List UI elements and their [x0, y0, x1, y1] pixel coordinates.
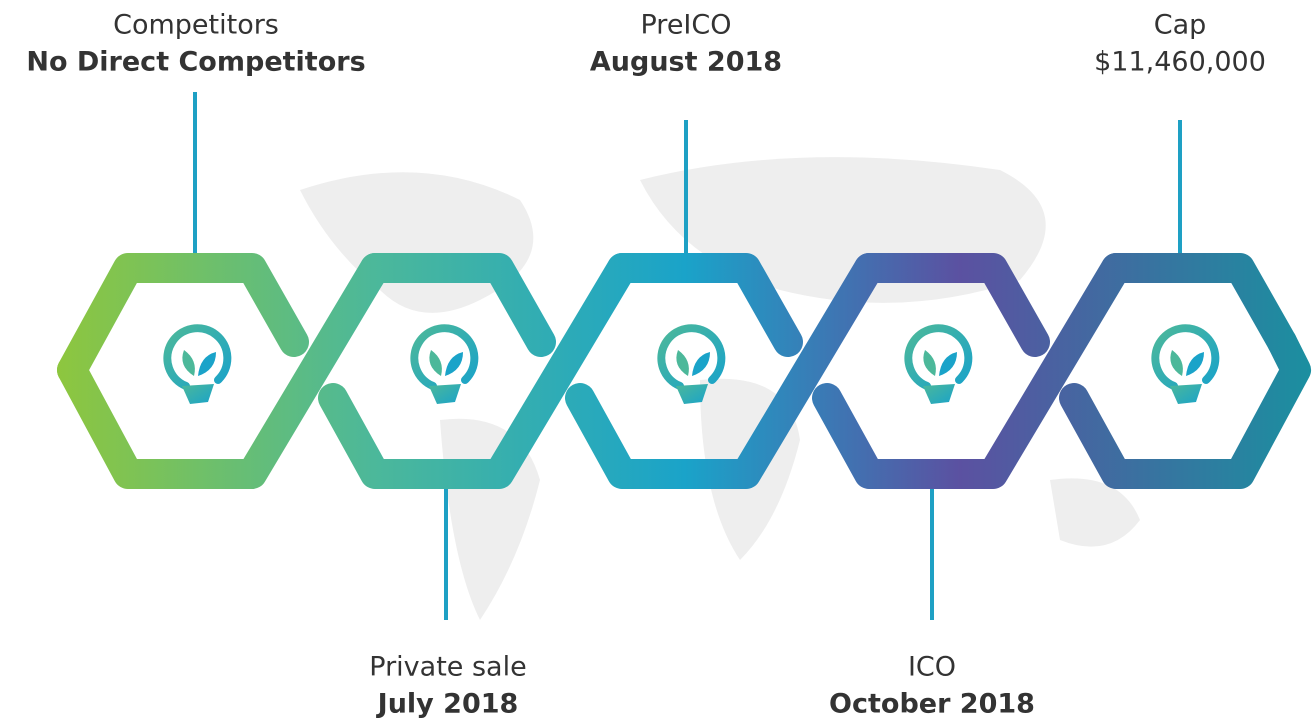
hexagon-top	[57, 253, 309, 385]
hexagon-top	[360, 253, 556, 357]
bulb-base	[182, 384, 214, 404]
item-value: October 2018	[829, 689, 1035, 720]
leaf	[692, 352, 710, 376]
leaf	[676, 350, 689, 376]
bulb-icon	[410, 324, 479, 404]
hexagon-top	[854, 253, 1050, 357]
bulb-base	[676, 384, 708, 404]
leaf	[1186, 352, 1204, 376]
item-label: Private sale	[369, 652, 526, 683]
leaf	[939, 352, 957, 376]
item-label: Competitors	[113, 10, 279, 41]
hexagon-bottom	[57, 253, 390, 489]
item-value: $11,460,000	[1094, 47, 1266, 78]
item-label: ICO	[908, 652, 956, 683]
hexagon-bottom	[318, 253, 637, 489]
leaf	[1170, 350, 1183, 376]
hexagon-bottom	[812, 253, 1131, 489]
leaf	[445, 352, 463, 376]
leaf	[429, 350, 442, 376]
hexagon-chain	[57, 253, 1311, 489]
bulb-icon	[904, 324, 973, 404]
leaf	[182, 350, 195, 376]
bulb-base	[923, 384, 955, 404]
connector-lines	[193, 92, 1182, 620]
bulb-icon	[657, 324, 726, 404]
bulb-base	[1170, 384, 1202, 404]
item-value: July 2018	[376, 689, 519, 720]
bulb-icon	[163, 324, 232, 404]
hexagon-top	[607, 253, 803, 357]
bulb-ring	[1151, 324, 1220, 390]
world-map-background	[300, 157, 1140, 620]
bulb-ring	[163, 324, 232, 390]
labels: Competitors No Direct Competitors Privat…	[26, 10, 1266, 720]
leaf	[923, 350, 936, 376]
leaf	[198, 352, 216, 376]
bulb-ring	[410, 324, 479, 390]
item-label: PreICO	[641, 10, 732, 41]
bulb-icon	[1151, 324, 1220, 404]
bulb-base	[429, 384, 461, 404]
item-value: No Direct Competitors	[26, 47, 365, 78]
hexagon-top	[1101, 253, 1297, 357]
bulb-ring	[657, 324, 726, 390]
icons	[163, 324, 1220, 404]
hexagon-bottom	[565, 253, 884, 489]
hexagon-bottom	[1059, 327, 1311, 489]
item-label: Cap	[1154, 10, 1207, 41]
bulb-ring	[904, 324, 973, 390]
item-value: August 2018	[590, 47, 782, 78]
